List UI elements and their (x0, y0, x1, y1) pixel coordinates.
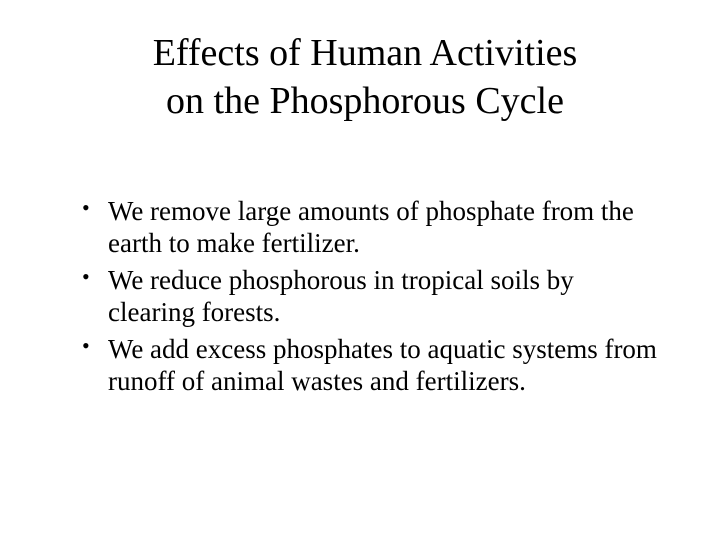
slide-title: Effects of Human Activities on the Phosp… (70, 30, 660, 125)
list-item: We reduce phosphorous in tropical soils … (78, 264, 660, 329)
title-line-2: on the Phosphorous Cycle (166, 80, 564, 122)
bullet-list: We remove large amounts of phosphate fro… (70, 195, 660, 397)
list-item: We remove large amounts of phosphate fro… (78, 195, 660, 260)
list-item: We add excess phosphates to aquatic syst… (78, 333, 660, 398)
title-line-1: Effects of Human Activities (153, 32, 578, 74)
